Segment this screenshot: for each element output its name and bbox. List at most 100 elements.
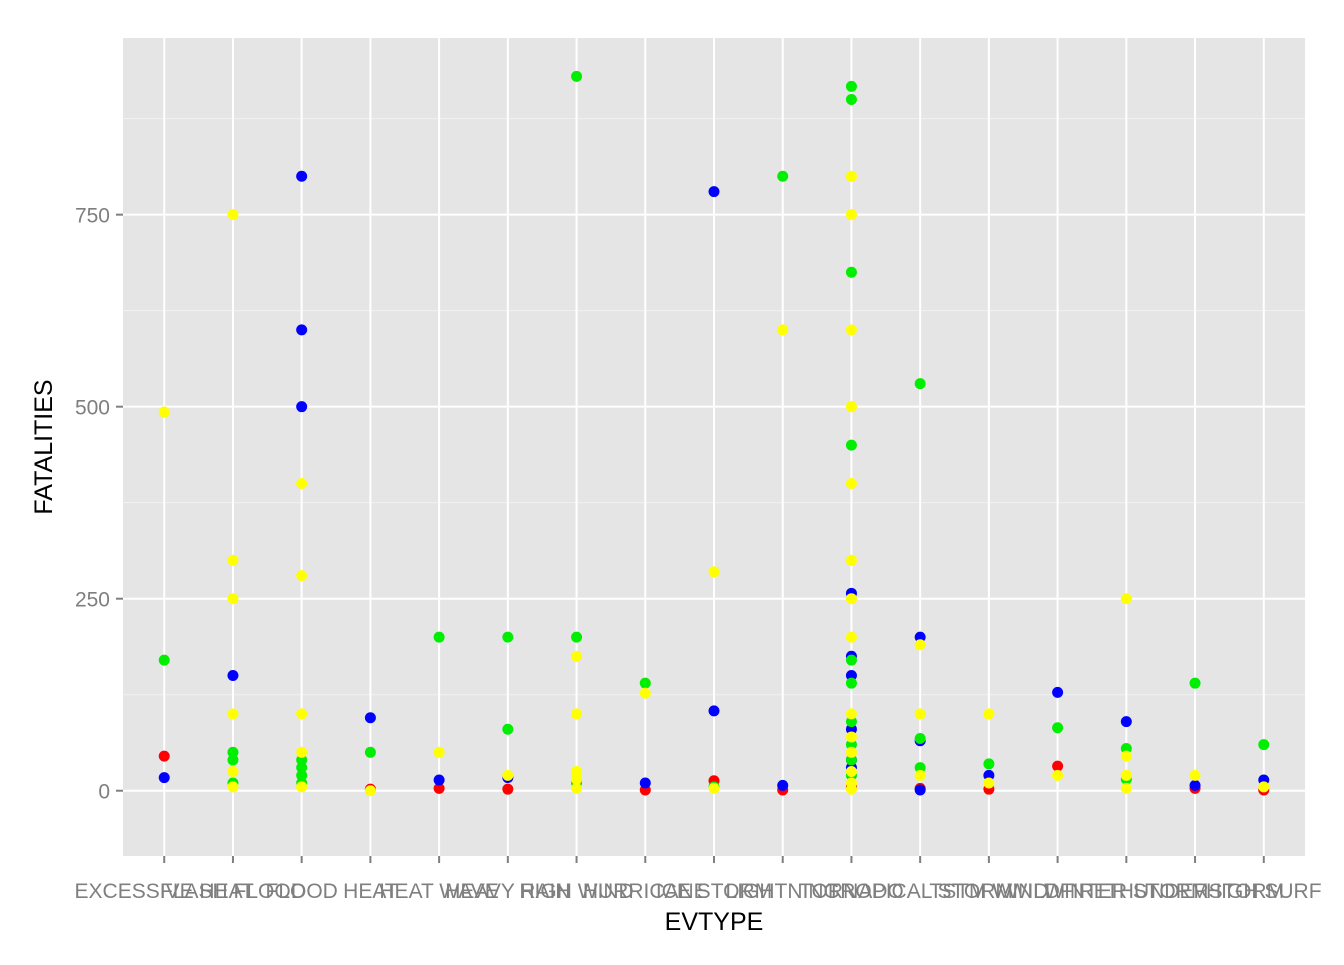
data-point [914,639,926,651]
data-point [914,378,926,390]
data-point [1120,782,1132,794]
data-point [433,631,445,643]
data-point [639,677,651,689]
data-point [1189,779,1201,791]
x-tick-label: FLASH FLOOD [160,880,306,903]
data-point [158,772,170,784]
data-point [1052,769,1064,781]
data-point [1189,769,1201,781]
data-point [845,266,857,278]
x-tick-label: TSTM WIND [929,880,1048,903]
data-point [296,170,308,182]
data-point [571,70,583,82]
data-point [914,732,926,744]
data-point [364,785,376,797]
data-point [845,677,857,689]
x-tick-label: HURRICANE [583,880,708,903]
data-point [1052,722,1064,734]
data-point [845,746,857,758]
data-point [571,766,583,778]
data-point [845,477,857,489]
x-axis-title: EVTYPE [665,908,764,936]
data-point [845,754,857,766]
data-point [433,782,445,794]
y-tick-label: 250 [75,589,110,612]
data-point [364,746,376,758]
data-point [845,670,857,682]
data-point [227,554,239,566]
x-tick-label: THUNDERSTORM [1106,880,1284,903]
x-tick-label: TORNADO [799,880,904,903]
data-point [296,754,308,766]
data-point [845,783,857,795]
data-point [571,782,583,794]
data-point [296,708,308,720]
data-point [227,766,239,778]
data-point [845,723,857,735]
x-tick-label: TROPICAL STORM [827,880,1013,903]
data-point [845,716,857,728]
data-point [1258,739,1270,751]
data-point [227,670,239,682]
data-point [845,654,857,666]
data-point [777,779,789,791]
y-tick-label: 750 [75,205,110,228]
data-point [845,593,857,605]
data-point [845,80,857,92]
x-tick-label: WILDFIRE [1007,880,1107,903]
data-point [708,705,720,717]
data-point [1120,769,1132,781]
data-point [502,723,514,735]
x-tick-label: FLOOD [266,880,338,903]
data-point [1120,750,1132,762]
data-point [502,769,514,781]
data-point [777,170,789,182]
y-axis: 0 250 500 750 [75,205,123,804]
data-point [639,687,651,699]
data-point [571,650,583,662]
data-point [227,593,239,605]
data-point [296,570,308,582]
x-tick-label: ICE STORM [656,880,772,903]
x-tick-label: HIGH WIND [519,880,633,903]
data-point [845,324,857,336]
data-point [296,324,308,336]
x-tick-label: HEAVY RAIN [445,880,570,903]
data-point [227,754,239,766]
x-tick-label: HEAT [343,880,398,903]
data-point [1258,781,1270,793]
data-point [914,708,926,720]
data-point [914,784,926,796]
data-point [502,783,514,795]
data-point [296,781,308,793]
data-point [845,739,857,751]
data-point [708,566,720,578]
data-point [708,782,720,794]
y-axis-title: FATALITIES [30,379,58,514]
data-point [433,774,445,786]
data-point [914,769,926,781]
data-point [845,170,857,182]
data-point [845,209,857,221]
data-point [639,777,651,789]
data-point [571,708,583,720]
data-point [571,773,583,785]
data-point [296,401,308,413]
data-point [845,731,857,743]
data-point [845,708,857,720]
x-tick-label: WINTER STORM [1044,880,1208,903]
data-point [227,708,239,720]
data-point [364,712,376,724]
data-point [502,631,514,643]
data-point [845,631,857,643]
data-point [1052,760,1064,772]
data-point [983,777,995,789]
y-tick-label: 500 [75,397,110,420]
data-points [158,70,1270,797]
data-point [983,708,995,720]
data-point [845,93,857,105]
data-point [296,477,308,489]
